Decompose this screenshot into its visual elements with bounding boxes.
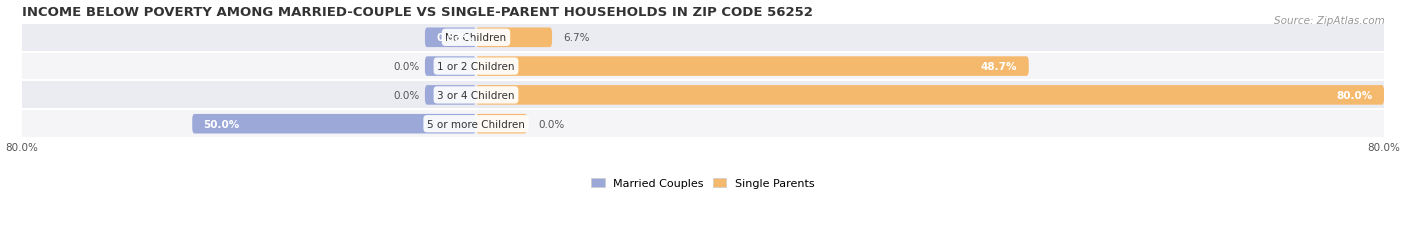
FancyBboxPatch shape: [477, 86, 1384, 105]
Bar: [22, 81, 1384, 110]
Text: 0.0%: 0.0%: [394, 62, 419, 72]
FancyBboxPatch shape: [425, 57, 477, 76]
FancyBboxPatch shape: [477, 114, 527, 134]
FancyBboxPatch shape: [425, 86, 477, 105]
FancyBboxPatch shape: [193, 114, 477, 134]
Text: 0.0%: 0.0%: [538, 119, 565, 129]
Bar: [22, 52, 1384, 81]
FancyBboxPatch shape: [477, 28, 553, 48]
Text: 80.0%: 80.0%: [1337, 91, 1372, 100]
Text: 5 or more Children: 5 or more Children: [427, 119, 524, 129]
Legend: Married Couples, Single Parents: Married Couples, Single Parents: [586, 173, 820, 193]
Bar: [22, 24, 1384, 52]
Text: 0.0%: 0.0%: [394, 91, 419, 100]
Text: 3 or 4 Children: 3 or 4 Children: [437, 91, 515, 100]
FancyBboxPatch shape: [425, 28, 477, 48]
Text: No Children: No Children: [446, 33, 506, 43]
Text: 48.7%: 48.7%: [981, 62, 1018, 72]
Text: 6.7%: 6.7%: [564, 33, 591, 43]
FancyBboxPatch shape: [477, 57, 1029, 76]
Text: 1 or 2 Children: 1 or 2 Children: [437, 62, 515, 72]
Text: 0.53%: 0.53%: [436, 33, 472, 43]
Bar: [22, 110, 1384, 139]
Text: 50.0%: 50.0%: [204, 119, 240, 129]
Text: INCOME BELOW POVERTY AMONG MARRIED-COUPLE VS SINGLE-PARENT HOUSEHOLDS IN ZIP COD: INCOME BELOW POVERTY AMONG MARRIED-COUPL…: [22, 6, 813, 18]
Text: Source: ZipAtlas.com: Source: ZipAtlas.com: [1274, 16, 1385, 26]
